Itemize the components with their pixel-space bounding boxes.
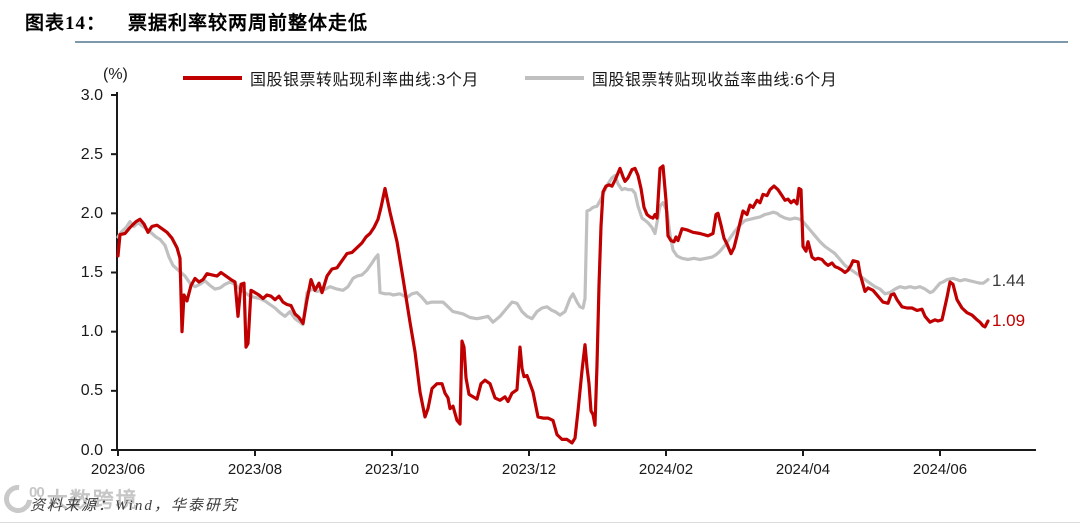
y-axis-unit-label: (%) (103, 66, 128, 83)
x-tick-label: 2023/06 (90, 461, 146, 478)
y-tick-label: 1.5 (80, 264, 103, 281)
y-tick-label: 3.0 (80, 87, 103, 104)
source-note: 资料来源：Wind，华泰研究 (30, 498, 239, 514)
legend-line-swatch-gray (524, 76, 584, 80)
figure-number: 图表14： (25, 13, 107, 34)
x-tick-label: 2023/10 (364, 461, 420, 478)
legend-item-3m: 国股银票转贴现利率曲线:3个月 (183, 66, 479, 90)
chart-legend: 国股银票转贴现利率曲线:3个月 国股银票转贴现收益率曲线:6个月 (183, 66, 837, 90)
legend-item-6m: 国股银票转贴现收益率曲线:6个月 (524, 66, 838, 90)
figure-header: 图表14： 票据利率较两周前整体走低 (25, 8, 368, 35)
end-value-label-3m: 1.09 (992, 311, 1026, 330)
x-tick-label: 2023/12 (501, 461, 557, 478)
y-tick-label: 2.5 (80, 146, 103, 163)
x-tick-label: 2023/08 (227, 461, 283, 478)
end-value-label-6m: 1.44 (992, 271, 1026, 290)
x-tick-label: 2024/06 (912, 461, 968, 478)
y-tick-label: 0.0 (80, 442, 103, 459)
title-divider (75, 41, 1068, 43)
y-tick-label: 2.0 (80, 205, 103, 222)
x-tick-label: 2024/02 (638, 461, 694, 478)
y-tick-label: 0.5 (80, 382, 103, 399)
legend-line-swatch-red (183, 76, 242, 80)
figure-title: 票据利率较两周前整体走低 (128, 13, 369, 34)
legend-label-6m: 国股银票转贴现收益率曲线:6个月 (591, 72, 838, 89)
series-line-3m-red (116, 164, 990, 445)
y-tick-label: 1.0 (80, 323, 103, 340)
series-line-6m-gray (116, 173, 990, 327)
x-tick-label: 2024/04 (775, 461, 831, 478)
legend-label-3m: 国股银票转贴现利率曲线:3个月 (250, 72, 479, 89)
